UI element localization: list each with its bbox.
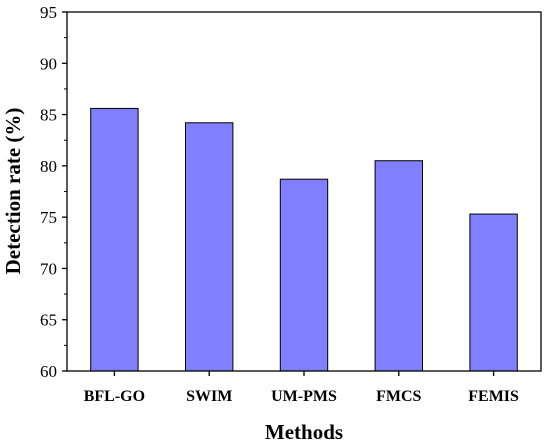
y-tick-label: 65 xyxy=(40,311,57,330)
bar-fmcs xyxy=(374,160,424,372)
x-tick-label: FMCS xyxy=(376,388,421,405)
bar-um-pms xyxy=(279,178,329,372)
bars-layer xyxy=(90,107,518,372)
y-tick-label: 60 xyxy=(40,362,57,381)
x-axis-title: Methods xyxy=(265,420,343,444)
x-ticks: BFL-GO SWIM UM-PMS FMCS FEMIS xyxy=(84,371,519,405)
y-tick-label: 95 xyxy=(40,3,57,22)
bar-swim xyxy=(185,122,234,372)
x-tick-label: UM-PMS xyxy=(271,388,337,405)
bar-femis xyxy=(469,213,518,372)
y-ticks: 60 65 70 75 80 85 90 95 xyxy=(40,3,67,381)
y-tick-label: 85 xyxy=(40,106,57,125)
x-tick-label: BFL-GO xyxy=(84,388,145,405)
bar-bfl-go xyxy=(90,107,139,372)
y-tick-label: 90 xyxy=(40,54,57,73)
y-axis-title: Detection rate (%) xyxy=(1,108,25,275)
x-tick-label: SWIM xyxy=(186,388,232,405)
y-tick-label: 80 xyxy=(40,157,57,176)
y-tick-label: 70 xyxy=(40,259,57,278)
y-tick-label: 75 xyxy=(40,208,57,227)
x-tick-label: FEMIS xyxy=(468,388,519,405)
